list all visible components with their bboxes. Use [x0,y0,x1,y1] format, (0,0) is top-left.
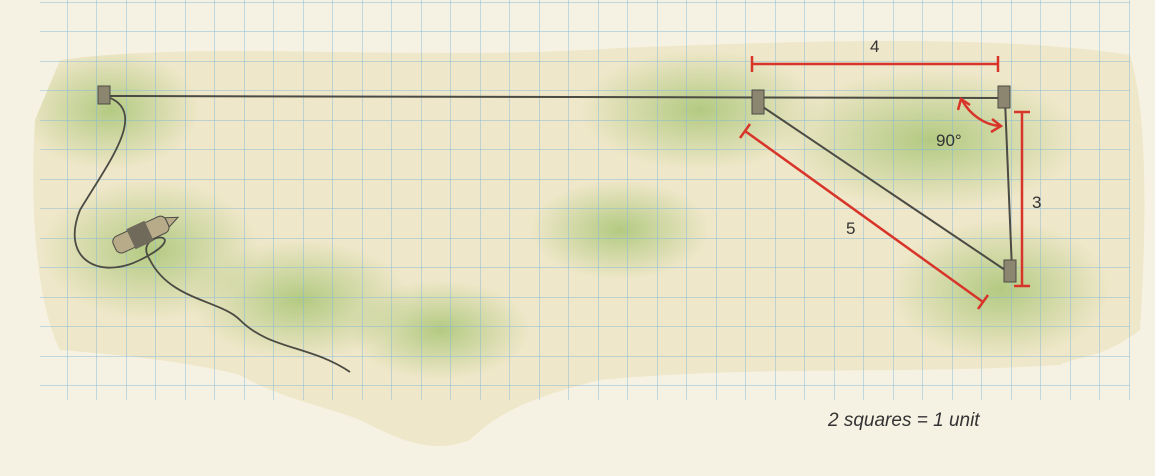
measure-right [1014,110,1030,288]
string-spool [112,215,180,254]
scale-note: 2 squares = 1 unit [828,410,980,431]
stake-left [97,85,111,105]
grid-lines [40,0,1130,400]
stake-middle [751,89,765,115]
stake-right-bottom [1003,259,1017,283]
label-diagonal-length: 5 [846,219,855,238]
measure-diagonal [738,123,990,310]
label-angle: 90° [936,131,962,150]
measure-top [750,56,1000,72]
stake-right-top [997,85,1011,109]
right-angle-arrow-icon [956,96,1004,134]
label-top-length: 4 [870,37,879,56]
label-right-length: 3 [1032,193,1041,212]
strings [73,95,1013,373]
